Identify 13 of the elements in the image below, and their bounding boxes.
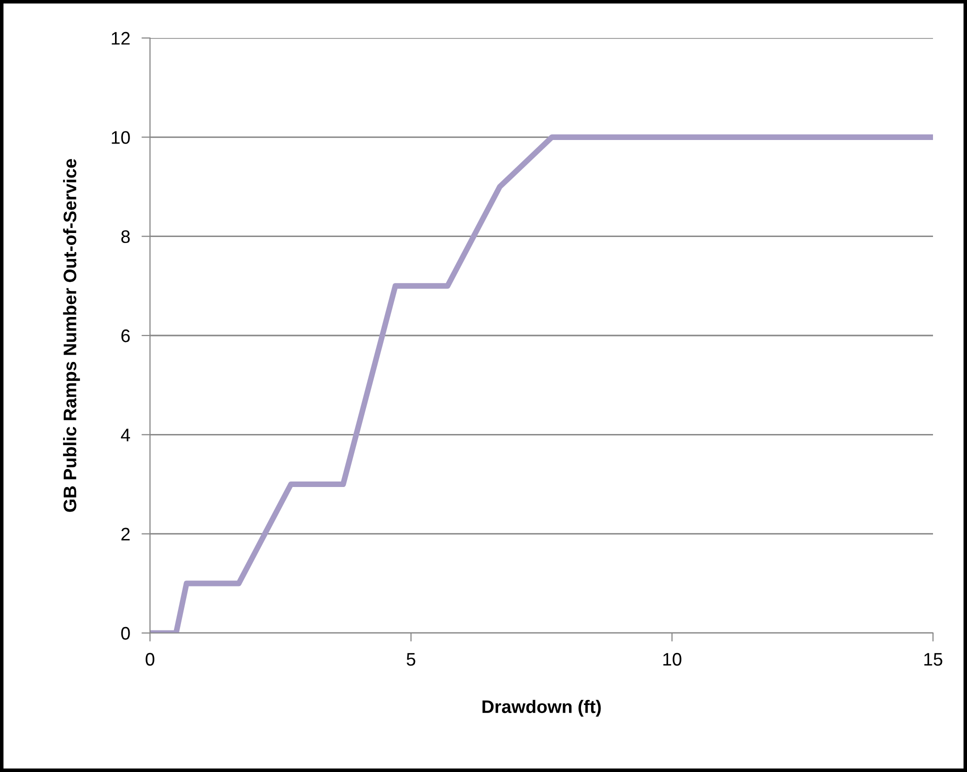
y-tick-label: 10	[112, 131, 130, 144]
x-axis-title: Drawdown (ft)	[482, 700, 601, 717]
y-tick-label: 8	[121, 230, 130, 244]
x-tick-label: 5	[406, 653, 416, 666]
x-tick-label: 10	[663, 652, 682, 666]
y-tick-label: 0	[121, 626, 130, 640]
x-tick-label: 0	[146, 652, 154, 666]
y-tick-label: 12	[112, 32, 130, 45]
y-tick-label: 2	[121, 528, 130, 540]
x-tick-label: 15	[924, 653, 942, 666]
y-tick-label: 6	[121, 329, 130, 342]
y-tick-label: 4	[120, 428, 130, 442]
y-axis-title: GB Public Ramps Number Out-of-Service	[63, 159, 80, 512]
